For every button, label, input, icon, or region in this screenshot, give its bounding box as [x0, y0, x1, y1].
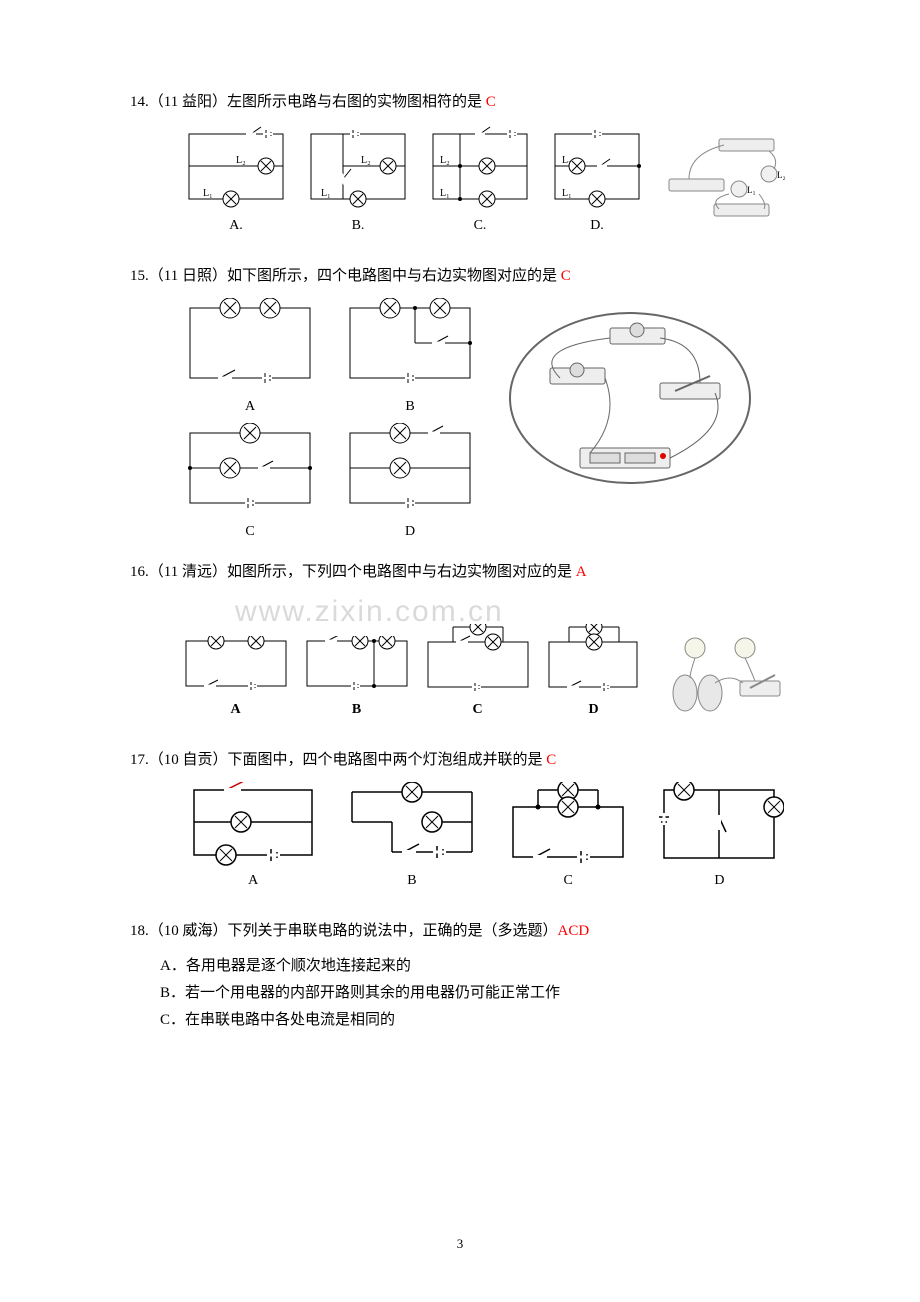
q16-answer: A	[576, 564, 587, 580]
q17-text: 17.（10 自贡）下面图中，四个电路图中两个灯泡组成并联的是 C	[130, 748, 790, 772]
q14-label-d: D.	[590, 218, 604, 234]
question-18: 18.（10 威海）下列关于串联电路的说法中，正确的是（多选题）ACD A．各用…	[130, 919, 790, 1034]
q14-fig-a: L₂ L₁ A.	[181, 124, 291, 234]
q18-opt-a: A．各用电器是逐个顺次地连接起来的	[130, 953, 790, 980]
svg-text:L₂: L₂	[236, 155, 246, 166]
q17-fig-c: C	[503, 782, 633, 889]
physical-circuit-icon: L₂ L₁	[659, 134, 789, 234]
q17-label-b: B	[407, 873, 416, 889]
q17-label-a: A	[248, 873, 258, 889]
circuit-diagram-d: L₂ L₁	[547, 124, 647, 212]
q17-stem: 17.（10 自贡）下面图中，四个电路图中两个灯泡组成并联的是	[130, 752, 546, 768]
question-14: 14.（11 益阳）左图所示电路与右图的实物图相符的是 C L₂ L₁ A.	[130, 90, 790, 234]
circuit-diagram-c	[180, 423, 320, 518]
q15-label-a: A	[245, 399, 255, 415]
q14-text: 14.（11 益阳）左图所示电路与右图的实物图相符的是 C	[130, 90, 790, 114]
q18-text: 18.（10 威海）下列关于串联电路的说法中，正确的是（多选题）ACD	[130, 919, 790, 943]
q15-fig-c: C	[180, 423, 320, 540]
circuit-diagram-b: L₂ L₁	[303, 124, 413, 212]
q16-text: 16.（11 清远）如图所示，下列四个电路图中与右边实物图对应的是 A	[130, 560, 790, 584]
circuit-diagram-b	[302, 636, 412, 696]
physical-circuit-icon	[500, 298, 760, 498]
question-16: 16.（11 清远）如图所示，下列四个电路图中与右边实物图对应的是 A A B	[130, 560, 790, 718]
svg-text:L₁: L₁	[440, 188, 450, 199]
question-15: 15.（11 日照）如下图所示，四个电路图中与右边实物图对应的是 C A	[130, 264, 790, 540]
q15-text: 15.（11 日照）如下图所示，四个电路图中与右边实物图对应的是 C	[130, 264, 790, 288]
circuit-diagram-a	[186, 782, 321, 867]
q17-figures: A B	[180, 782, 790, 889]
circuit-diagram-c: L₂ L₁	[425, 124, 535, 212]
q14-fig-d: L₂ L₁ D.	[547, 124, 647, 234]
q14-figures: L₂ L₁ A. L₂ L₁ B.	[180, 124, 790, 234]
q16-label-b: B	[352, 702, 361, 718]
circuit-diagram-a	[181, 636, 291, 696]
svg-text:L₂: L₂	[440, 155, 450, 166]
q17-fig-a: A	[186, 782, 321, 889]
q15-figures: A B	[180, 298, 790, 540]
q15-fig-d: D	[340, 423, 480, 540]
q16-label-d: D	[588, 702, 598, 718]
q17-fig-d: D	[654, 782, 784, 889]
circuit-diagram-d	[654, 782, 784, 867]
q14-label-c: C.	[474, 218, 487, 234]
q16-figures: A B C	[180, 624, 790, 718]
circuit-diagram-d	[544, 624, 644, 696]
q15-stem: 15.（11 日照）如下图所示，四个电路图中与右边实物图对应的是	[130, 268, 561, 284]
q18-stem: 18.（10 威海）下列关于串联电路的说法中，正确的是（多选题）	[130, 923, 558, 939]
q15-physical	[500, 298, 760, 540]
physical-circuit-icon	[655, 633, 790, 718]
q16-fig-b: B	[302, 636, 412, 718]
q14-stem: 14.（11 益阳）左图所示电路与右图的实物图相符的是	[130, 94, 486, 110]
q18-opt-c: C．在串联电路中各处电流是相同的	[130, 1007, 790, 1034]
q17-answer: C	[546, 752, 556, 768]
svg-text:L₁: L₁	[562, 188, 572, 199]
q14-label-b: B.	[352, 218, 365, 234]
circuit-diagram-b	[340, 298, 480, 393]
q16-fig-c: C	[423, 624, 533, 718]
q17-label-c: C	[563, 873, 572, 889]
q16-fig-a: A	[181, 636, 291, 718]
q14-physical: L₂ L₁	[659, 134, 789, 234]
q16-physical	[655, 633, 790, 718]
q15-label-d: D	[405, 524, 415, 540]
q15-label-b: B	[405, 399, 414, 415]
q15-answer: C	[561, 268, 571, 284]
q16-stem: 16.（11 清远）如图所示，下列四个电路图中与右边实物图对应的是	[130, 564, 576, 580]
q15-fig-b: B	[340, 298, 480, 415]
circuit-diagram-c	[503, 782, 633, 867]
q14-fig-c: L₂ L₁ C.	[425, 124, 535, 234]
circuit-diagram-b	[342, 782, 482, 867]
svg-text:L₂: L₂	[777, 170, 786, 180]
q14-answer: C	[486, 94, 496, 110]
q15-label-c: C	[245, 524, 254, 540]
svg-text:L₁: L₁	[321, 188, 331, 199]
q18-opt-b: B．若一个用电器的内部开路则其余的用电器仍可能正常工作	[130, 980, 790, 1007]
circuit-diagram-a	[180, 298, 320, 393]
q14-fig-b: L₂ L₁ B.	[303, 124, 413, 234]
q18-options: A．各用电器是逐个顺次地连接起来的 B．若一个用电器的内部开路则其余的用电器仍可…	[130, 953, 790, 1034]
q14-label-a: A.	[229, 218, 243, 234]
svg-text:L₁: L₁	[203, 188, 213, 199]
q16-label-c: C	[472, 702, 482, 718]
circuit-diagram-a: L₂ L₁	[181, 124, 291, 212]
q17-fig-b: B	[342, 782, 482, 889]
svg-text:L₂: L₂	[361, 155, 371, 166]
q15-fig-a: A	[180, 298, 320, 415]
q17-label-d: D	[714, 873, 724, 889]
page-number: 3	[0, 1236, 920, 1252]
q16-label-a: A	[230, 702, 240, 718]
circuit-diagram-d	[340, 423, 480, 518]
circuit-diagram-c	[423, 624, 533, 696]
svg-text:L₁: L₁	[747, 185, 756, 195]
q16-fig-d: D	[544, 624, 644, 718]
question-17: 17.（10 自贡）下面图中，四个电路图中两个灯泡组成并联的是 C A	[130, 748, 790, 889]
q18-answer: ACD	[558, 923, 590, 939]
